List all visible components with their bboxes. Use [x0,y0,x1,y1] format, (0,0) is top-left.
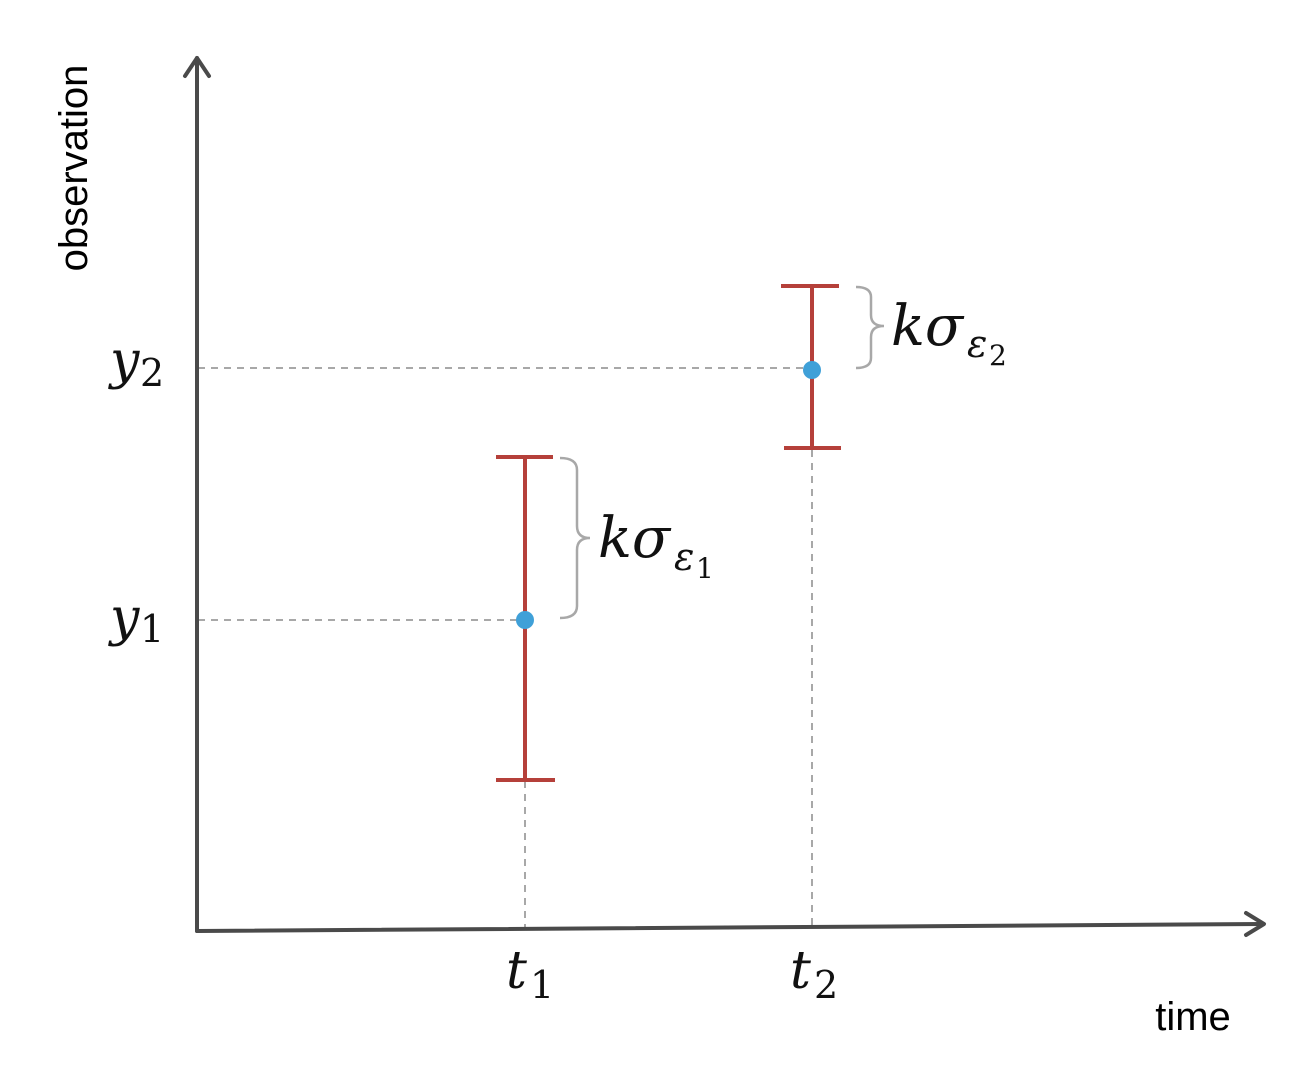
y-tick-label-2: y 2 [108,331,164,395]
svg-text:kσ: kσ [598,506,672,571]
svg-text:1: 1 [530,963,554,1007]
data-point-2 [803,361,821,379]
y-axis-arrowhead [183,56,211,78]
svg-text:2: 2 [140,351,164,395]
data-point-1 [516,611,534,629]
guide-lines [198,367,813,930]
x-axis-arrowhead [1244,911,1266,937]
svg-text:1: 1 [696,552,714,585]
x-axis-line [195,922,1264,933]
y-axis-title: observation [52,65,96,272]
svg-text:1: 1 [140,607,164,651]
brace-1 [559,456,591,620]
svg-text:kσ: kσ [891,294,965,359]
x-axis-title: time [1155,995,1231,1039]
svg-text:2: 2 [814,963,838,1007]
svg-text:y: y [108,588,140,648]
svg-text:ε: ε [967,322,987,366]
svg-text:t: t [790,941,811,1001]
svg-text:2: 2 [989,339,1007,372]
x-tick-label-2: t 2 [790,941,838,1007]
uncertainty-label-1: kσ ε 1 [598,506,714,585]
svg-text:t: t [506,941,527,1001]
svg-text:y: y [108,331,140,391]
svg-text:ε: ε [674,535,694,579]
axes [183,56,1266,937]
brace-2 [855,285,885,370]
x-tick-label-1: t 1 [506,941,554,1007]
y-tick-label-1: y 1 [108,588,164,651]
uncertainty-label-2: kσ ε 2 [891,294,1007,372]
